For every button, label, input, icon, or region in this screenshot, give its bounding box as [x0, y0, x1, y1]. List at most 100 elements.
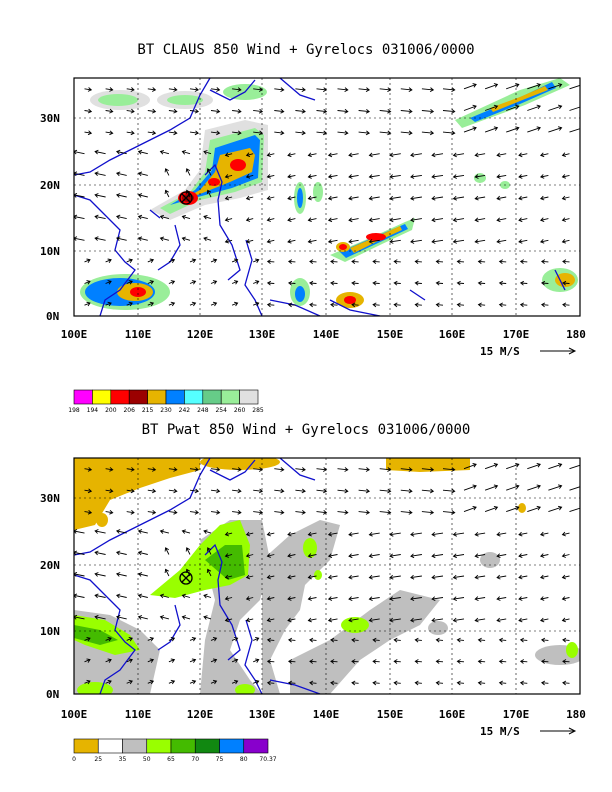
wind-vector — [541, 302, 549, 308]
wind-vector — [266, 680, 275, 686]
wind-vector — [474, 531, 486, 537]
colorbar-label: 65 — [167, 756, 175, 763]
wind-vector — [379, 510, 392, 515]
wind-vector — [527, 484, 541, 491]
wind-vector — [181, 529, 191, 534]
panel1-lon-label: 110E — [125, 328, 152, 341]
wind-vector — [496, 531, 507, 537]
wind-vector — [266, 574, 275, 580]
colorbar-label: 215 — [142, 407, 154, 414]
wind-vector — [442, 467, 456, 472]
wind-vector — [224, 217, 233, 222]
wind-vector — [189, 301, 197, 307]
wind-vector — [137, 593, 148, 599]
wind-vector — [431, 195, 444, 201]
wind-vector — [189, 130, 200, 136]
wind-vector — [253, 258, 260, 263]
wind-vector — [287, 152, 296, 158]
wind-vector — [442, 488, 456, 494]
wind-vector — [540, 280, 549, 286]
wind-vector — [358, 510, 371, 515]
wind-vector — [253, 488, 264, 494]
wind-vector — [540, 195, 549, 201]
wind-vector — [540, 553, 549, 558]
panel1-lon-label: 130E — [249, 328, 276, 341]
wind-vector — [137, 615, 148, 620]
wind-vector — [389, 217, 401, 223]
wind-vector — [210, 87, 221, 92]
wind-vector — [518, 531, 528, 537]
wind-vector — [84, 301, 91, 307]
wind-vector — [541, 680, 549, 686]
wind-vector — [288, 659, 296, 664]
wind-vector — [309, 259, 317, 264]
wind-vector — [74, 593, 85, 599]
wind-vector — [245, 596, 254, 601]
wind-vector — [327, 152, 338, 158]
wind-vector — [518, 217, 528, 223]
wind-vector — [137, 149, 148, 155]
wind-vector — [527, 83, 541, 90]
wind-vector — [159, 236, 170, 242]
wind-vector — [287, 174, 296, 179]
wind-vector — [452, 195, 465, 201]
wind-vector — [105, 509, 114, 515]
wind-vector — [224, 553, 233, 558]
panel1-lat-label: 20N — [40, 179, 60, 192]
wind-vector — [231, 280, 239, 285]
wind-vector — [231, 679, 239, 685]
wind-vector — [94, 149, 106, 155]
wind-vector — [518, 553, 528, 559]
wind-vector — [561, 553, 570, 558]
wind-vector — [410, 217, 422, 223]
wind-vector — [379, 130, 392, 136]
wind-vector — [94, 171, 106, 177]
wind-vector — [203, 593, 212, 599]
colorbar-label: 206 — [123, 407, 135, 414]
colorbar-label: 70 — [191, 756, 199, 763]
wind-vector — [189, 636, 197, 642]
colorbar-label: 242 — [179, 407, 191, 414]
colorbar-swatch — [170, 738, 196, 754]
wind-vector — [253, 658, 260, 663]
wind-vector — [431, 217, 444, 223]
wind-vector — [231, 636, 239, 642]
wind-vector — [232, 467, 242, 472]
wind-vector — [348, 596, 359, 602]
wind-vector — [307, 596, 317, 601]
wind-vector — [452, 596, 465, 602]
wind-vector — [463, 505, 477, 513]
panel1-lon-label: 150E — [377, 328, 404, 341]
wind-vector — [519, 680, 528, 686]
wind-vector — [330, 637, 338, 643]
wind-vector — [561, 238, 570, 244]
wind-vector — [477, 659, 486, 664]
wind-vector — [309, 637, 317, 643]
wind-vector — [435, 259, 444, 264]
wind-vector — [561, 174, 570, 179]
wind-vector — [295, 488, 306, 494]
wind-vector — [389, 574, 401, 580]
wind-vector — [189, 280, 197, 285]
wind-vector — [147, 636, 155, 642]
wind-vector — [548, 104, 563, 111]
wind-vector — [181, 149, 191, 155]
wind-vector — [287, 553, 296, 558]
wind-vector — [116, 529, 127, 534]
panel1-lon-label: 140E — [313, 328, 340, 341]
wind-vector — [295, 467, 306, 472]
wind-vector — [147, 108, 157, 114]
colorbar-swatch — [110, 389, 130, 405]
wind-vector — [116, 214, 127, 220]
panel2-lon-label: 160E — [439, 708, 466, 721]
wind-vector — [266, 174, 275, 179]
panel1-lon-label: 100E — [61, 328, 88, 341]
colorbar-swatch — [184, 389, 204, 405]
wind-vector — [496, 574, 507, 580]
wind-vector — [452, 531, 465, 537]
wind-vector — [540, 617, 549, 623]
wind-vector — [203, 615, 212, 620]
wind-vector — [498, 302, 507, 308]
wind-vector — [527, 462, 541, 470]
wind-vector — [224, 531, 233, 537]
